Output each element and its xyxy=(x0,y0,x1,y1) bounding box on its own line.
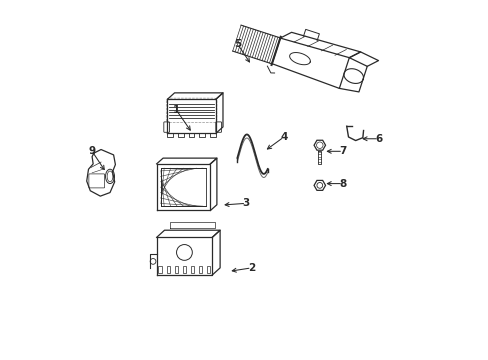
Bar xyxy=(199,134,205,137)
Text: 7: 7 xyxy=(339,146,346,156)
Text: 5: 5 xyxy=(233,39,241,49)
Text: 9: 9 xyxy=(88,146,96,156)
Bar xyxy=(167,134,173,137)
Bar xyxy=(210,134,215,137)
Text: 6: 6 xyxy=(375,134,382,144)
Text: 1: 1 xyxy=(172,105,180,115)
Bar xyxy=(190,266,194,273)
Bar xyxy=(178,134,183,137)
Text: 2: 2 xyxy=(247,263,255,273)
Bar xyxy=(166,266,170,273)
Text: 8: 8 xyxy=(339,179,346,189)
Bar xyxy=(206,266,210,273)
Bar xyxy=(174,266,178,273)
Bar xyxy=(198,266,202,273)
Bar xyxy=(182,266,186,273)
Text: 4: 4 xyxy=(280,132,287,142)
Bar xyxy=(188,134,194,137)
Text: 3: 3 xyxy=(242,198,249,208)
Bar xyxy=(158,266,162,273)
